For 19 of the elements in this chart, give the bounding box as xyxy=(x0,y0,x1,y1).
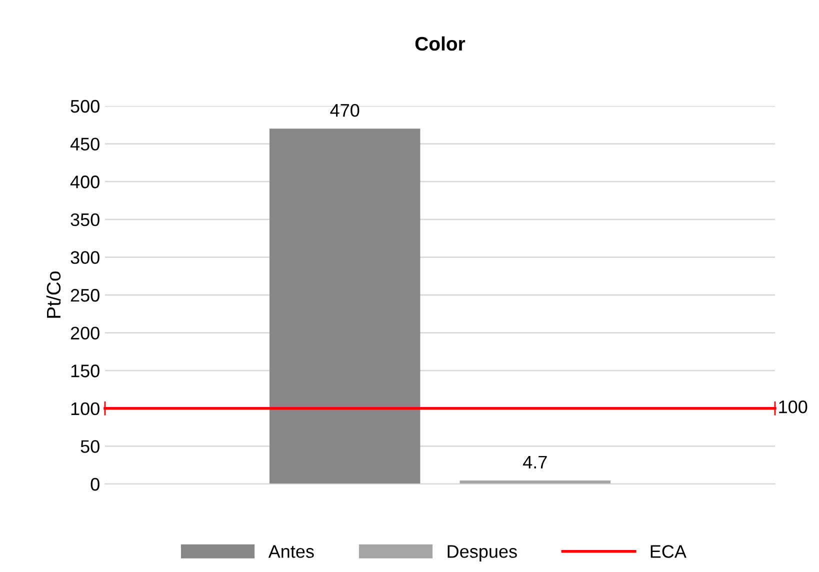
y-tick-label: 400 xyxy=(70,176,100,188)
y-tick-label: 300 xyxy=(70,251,100,264)
y-tick-label: 200 xyxy=(70,326,100,340)
y-tick-label: 350 xyxy=(70,213,100,226)
y-tick-label: 450 xyxy=(70,138,100,151)
chart-title: Color xyxy=(415,36,466,51)
y-tick-label: 150 xyxy=(71,364,100,378)
y-tick-label: 500 xyxy=(70,100,100,113)
y-tick-label: 100 xyxy=(71,402,100,416)
data-label: 470 xyxy=(330,104,360,117)
y-tick-label: 250 xyxy=(70,288,100,302)
legend-label: Despues xyxy=(448,545,517,562)
y-axis-title: Pt/Co xyxy=(46,272,61,318)
legend-label: Antes xyxy=(268,545,314,558)
text: 100 xyxy=(779,400,808,414)
y-tick-label: 0 xyxy=(90,478,100,491)
y-tick-label: 50 xyxy=(80,440,100,453)
data-label: 4.7 xyxy=(523,456,547,468)
legend-label: ECA xyxy=(650,545,686,558)
